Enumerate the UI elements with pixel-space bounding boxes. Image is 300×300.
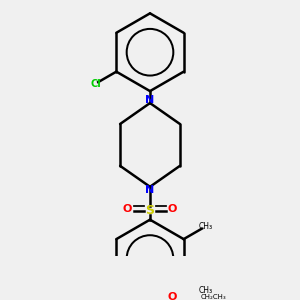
Text: Cl: Cl: [90, 79, 101, 88]
Text: CH₃: CH₃: [199, 222, 213, 231]
Text: CH₂CH₃: CH₂CH₃: [201, 294, 226, 300]
Text: N: N: [146, 95, 154, 105]
Text: S: S: [146, 204, 154, 217]
Text: O: O: [123, 204, 132, 214]
Text: O: O: [168, 204, 177, 214]
Text: O: O: [168, 292, 177, 300]
Text: CH₃: CH₃: [199, 286, 213, 295]
Text: N: N: [146, 185, 154, 195]
